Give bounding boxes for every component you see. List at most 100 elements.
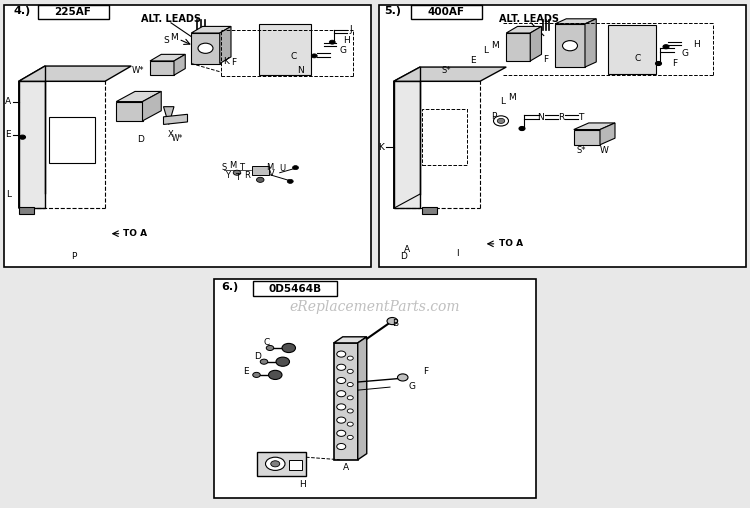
Text: ALT. LEADS: ALT. LEADS (499, 14, 559, 24)
Circle shape (329, 40, 335, 44)
Polygon shape (164, 107, 174, 124)
FancyBboxPatch shape (191, 33, 220, 64)
Circle shape (287, 179, 293, 183)
FancyBboxPatch shape (574, 130, 600, 145)
FancyBboxPatch shape (608, 25, 656, 74)
FancyBboxPatch shape (4, 5, 371, 267)
Circle shape (347, 435, 353, 439)
Text: F: F (544, 55, 548, 65)
Text: E: E (243, 367, 249, 376)
Circle shape (337, 404, 346, 410)
Text: G: G (340, 46, 347, 55)
Circle shape (266, 345, 274, 351)
Circle shape (260, 359, 268, 364)
Text: N: N (537, 113, 543, 122)
Text: H: H (693, 40, 699, 49)
Circle shape (519, 126, 525, 131)
Circle shape (337, 364, 346, 370)
Circle shape (271, 461, 280, 467)
FancyBboxPatch shape (259, 24, 311, 75)
Circle shape (337, 417, 346, 423)
FancyBboxPatch shape (19, 207, 34, 214)
FancyBboxPatch shape (116, 102, 142, 121)
Circle shape (337, 377, 346, 384)
Polygon shape (19, 66, 45, 208)
Circle shape (656, 61, 662, 66)
Text: C: C (634, 54, 640, 63)
Polygon shape (220, 26, 231, 64)
Text: F: F (423, 367, 427, 376)
FancyBboxPatch shape (19, 81, 45, 208)
Circle shape (253, 372, 260, 377)
Text: 0D5464B: 0D5464B (268, 283, 321, 294)
Text: F: F (232, 58, 236, 68)
FancyBboxPatch shape (49, 117, 95, 163)
Text: M: M (509, 93, 516, 102)
Circle shape (282, 343, 296, 353)
Text: T: T (239, 163, 244, 172)
Text: E: E (470, 56, 476, 66)
Text: A: A (343, 463, 349, 472)
Polygon shape (164, 114, 188, 124)
Text: S: S (222, 163, 226, 172)
Text: A: A (404, 245, 410, 255)
Text: X: X (168, 130, 174, 139)
Text: 225AF: 225AF (54, 7, 92, 17)
FancyBboxPatch shape (555, 24, 585, 67)
FancyBboxPatch shape (252, 166, 268, 175)
Circle shape (347, 356, 353, 360)
Polygon shape (394, 67, 420, 208)
Polygon shape (174, 54, 185, 75)
Text: C: C (291, 52, 297, 61)
Text: P: P (70, 252, 76, 261)
Circle shape (311, 54, 317, 58)
Polygon shape (555, 19, 596, 24)
Circle shape (292, 166, 298, 170)
Text: TO A: TO A (499, 239, 523, 248)
Text: H: H (343, 36, 350, 45)
Text: R: R (244, 171, 250, 180)
Circle shape (337, 443, 346, 450)
Text: P: P (490, 112, 496, 121)
Circle shape (347, 422, 353, 426)
Text: K: K (224, 57, 230, 67)
Polygon shape (191, 26, 231, 33)
Text: A: A (5, 97, 11, 106)
Text: E: E (6, 130, 11, 139)
Polygon shape (574, 123, 615, 130)
Polygon shape (19, 66, 131, 81)
Text: M: M (491, 41, 499, 50)
Text: D: D (400, 252, 407, 261)
Text: S*: S* (577, 146, 586, 155)
Circle shape (347, 396, 353, 400)
Polygon shape (116, 91, 161, 102)
Circle shape (387, 318, 398, 325)
FancyBboxPatch shape (289, 460, 302, 470)
Polygon shape (600, 123, 615, 145)
Circle shape (398, 374, 408, 381)
Text: U: U (280, 164, 286, 173)
Text: B: B (392, 319, 398, 328)
FancyBboxPatch shape (257, 452, 306, 476)
Circle shape (497, 118, 505, 123)
Polygon shape (506, 26, 542, 33)
Text: T: T (236, 173, 240, 182)
Circle shape (494, 116, 508, 126)
Text: H: H (298, 480, 306, 489)
Polygon shape (334, 337, 367, 343)
Text: L: L (6, 189, 11, 199)
Circle shape (256, 177, 264, 182)
Circle shape (268, 370, 282, 379)
Circle shape (198, 43, 213, 53)
FancyBboxPatch shape (214, 279, 536, 498)
Polygon shape (150, 54, 185, 61)
Text: M: M (170, 33, 178, 42)
Circle shape (663, 45, 669, 49)
Text: M: M (229, 161, 236, 170)
Text: W*: W* (171, 134, 183, 143)
Polygon shape (585, 19, 596, 67)
Circle shape (347, 369, 353, 373)
Polygon shape (358, 337, 367, 460)
Circle shape (20, 135, 26, 139)
Circle shape (337, 391, 346, 397)
